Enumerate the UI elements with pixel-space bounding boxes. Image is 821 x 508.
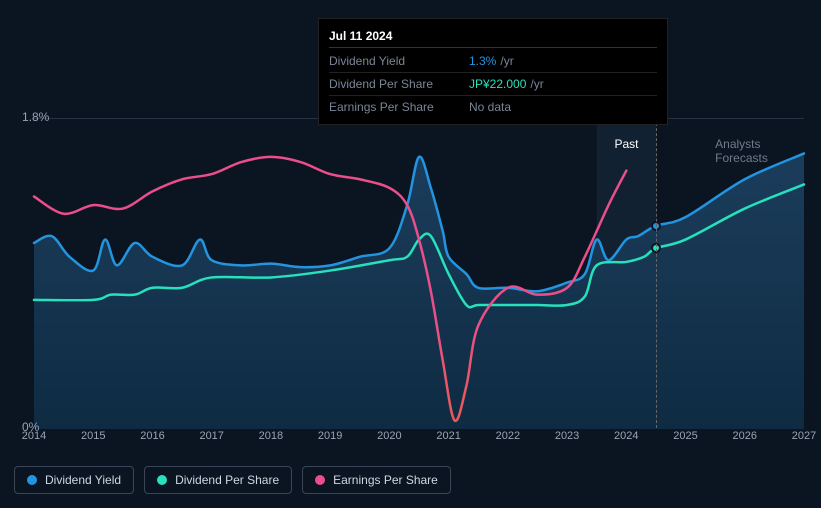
legend-item[interactable]: Earnings Per Share	[302, 466, 451, 494]
dividend-chart[interactable]: Past Analysts Forecasts 2014201520162017…	[14, 108, 809, 458]
tooltip-row-label: Dividend Per Share	[329, 77, 469, 91]
chart-tooltip: Jul 11 2024 Dividend Yield1.3%/yrDividen…	[318, 18, 668, 125]
x-axis-tick: 2027	[792, 430, 816, 442]
legend-label: Dividend Yield	[45, 473, 121, 487]
legend-item[interactable]: Dividend Yield	[14, 466, 134, 494]
forecast-region-label: Analysts Forecasts	[715, 137, 804, 165]
legend-label: Earnings Per Share	[333, 473, 438, 487]
chart-cursor-line	[656, 118, 657, 428]
legend-label: Dividend Per Share	[175, 473, 279, 487]
y-axis-tick: 1.8%	[22, 110, 49, 124]
x-axis-tick: 2016	[140, 430, 164, 442]
chart-svg	[34, 119, 804, 429]
chart-legend: Dividend Yield Dividend Per Share Earnings…	[14, 466, 451, 494]
x-axis-tick: 2024	[614, 430, 638, 442]
x-axis-tick: 2025	[673, 430, 697, 442]
x-axis-tick: 2018	[259, 430, 283, 442]
y-axis-tick: 0%	[22, 420, 39, 434]
tooltip-row: Dividend Per ShareJP¥22.000/yr	[329, 73, 657, 96]
tooltip-row-label: Earnings Per Share	[329, 100, 469, 114]
x-axis-tick: 2022	[496, 430, 520, 442]
tooltip-row-value: 1.3%/yr	[469, 54, 514, 68]
chart-plot-area: Past Analysts Forecasts	[34, 118, 804, 428]
tooltip-row-value: No data	[469, 100, 511, 114]
legend-item[interactable]: Dividend Per Share	[144, 466, 292, 494]
legend-dot-icon	[157, 475, 167, 485]
x-axis-tick: 2023	[555, 430, 579, 442]
tooltip-rows: Dividend Yield1.3%/yrDividend Per ShareJ…	[329, 50, 657, 118]
tooltip-row: Dividend Yield1.3%/yr	[329, 50, 657, 73]
tooltip-row: Earnings Per ShareNo data	[329, 96, 657, 118]
legend-dot-icon	[315, 475, 325, 485]
x-axis-tick: 2020	[377, 430, 401, 442]
x-axis-tick: 2019	[318, 430, 342, 442]
x-axis-tick: 2021	[436, 430, 460, 442]
past-region-label: Past	[614, 137, 638, 151]
x-axis-ticks: 2014201520162017201820192020202120222023…	[34, 430, 804, 448]
x-axis-tick: 2015	[81, 430, 105, 442]
x-axis-tick: 2017	[199, 430, 223, 442]
tooltip-row-value: JP¥22.000/yr	[469, 77, 544, 91]
legend-dot-icon	[27, 475, 37, 485]
x-axis-tick: 2026	[733, 430, 757, 442]
tooltip-date: Jul 11 2024	[329, 25, 657, 48]
tooltip-row-label: Dividend Yield	[329, 54, 469, 68]
